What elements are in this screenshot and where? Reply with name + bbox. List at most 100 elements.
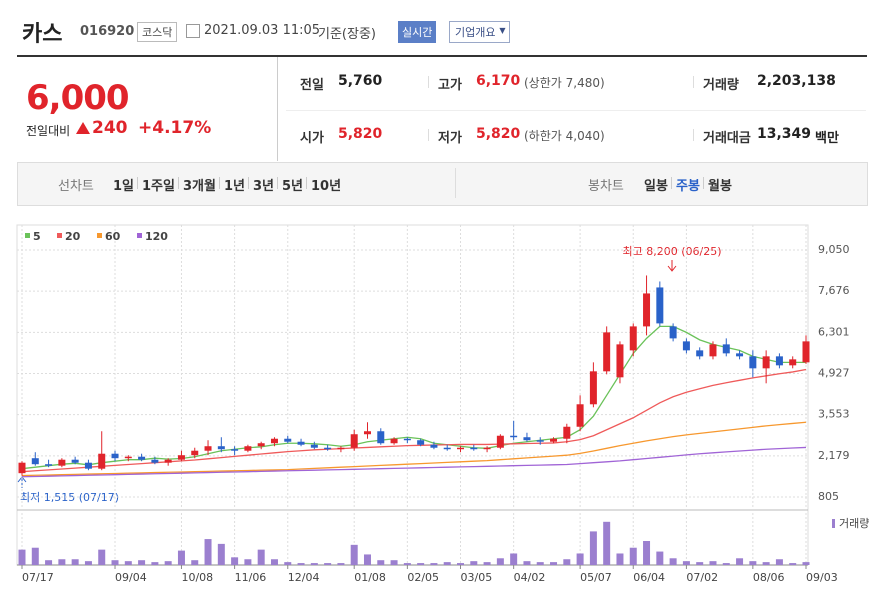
- candle-body: [616, 344, 624, 378]
- volume-bar: [656, 551, 664, 565]
- candle-body: [138, 456, 146, 460]
- company-button[interactable]: 기업개요 ▼: [449, 21, 511, 43]
- candle-body: [111, 453, 119, 459]
- change-pct: +4.17%: [138, 118, 212, 138]
- volume-bar: [204, 539, 212, 565]
- volume-bar: [749, 561, 757, 565]
- candle-body: [124, 456, 132, 459]
- volume-bar: [629, 547, 637, 565]
- field-label: 시가: [300, 131, 324, 146]
- candle-body: [736, 353, 744, 357]
- tab-sep: [277, 177, 278, 189]
- stock-name: 카스: [22, 22, 63, 47]
- volume-bar: [417, 563, 425, 565]
- legend-swatch: [97, 233, 102, 238]
- change-label: 전일대비: [26, 124, 71, 138]
- period-tab[interactable]: 1년: [224, 179, 246, 194]
- candle-tab[interactable]: 일봉: [644, 179, 668, 194]
- volume-bar: [510, 553, 518, 565]
- legend-label: 5: [33, 230, 41, 243]
- high-annotation: 최고 8,200 (06/25): [622, 245, 721, 258]
- candle-body: [390, 438, 398, 444]
- basis: 기준(장중): [318, 27, 376, 42]
- candle-body: [722, 344, 730, 354]
- volume-bar: [324, 563, 332, 565]
- volume-bar: [84, 561, 92, 565]
- realtime-button[interactable]: 실시간: [398, 21, 437, 43]
- candle-tab[interactable]: 월봉: [708, 179, 732, 194]
- period-tab[interactable]: 5년: [282, 179, 304, 194]
- candle-body: [603, 332, 611, 372]
- stock-code: 016920: [80, 24, 135, 39]
- field-label: 거래대금: [703, 131, 751, 146]
- tab-divider: [455, 168, 456, 198]
- x-tick-label: 01/08: [354, 571, 386, 584]
- candle-body: [177, 455, 185, 460]
- volume-legend-swatch: [832, 519, 835, 528]
- candle-chart-label: 봉차트: [588, 179, 624, 194]
- volume-bar: [523, 561, 531, 565]
- candle-body: [363, 431, 371, 435]
- volume-bar: [111, 560, 119, 565]
- volume-bar: [297, 563, 305, 565]
- volume-bar: [18, 549, 26, 565]
- field-note: (하한가 4,040): [524, 129, 605, 143]
- y-tick-label: 6,301: [818, 325, 850, 338]
- period-tab[interactable]: 3개월: [183, 179, 216, 194]
- volume-bar: [603, 521, 611, 565]
- field-label: 거래량: [703, 78, 739, 93]
- candle-body: [443, 447, 451, 450]
- period-tab[interactable]: 3년: [253, 179, 275, 194]
- candle-body: [789, 359, 797, 366]
- y-tick-label: 4,927: [818, 367, 850, 380]
- candle-body: [417, 440, 425, 445]
- volume-bar: [337, 563, 345, 565]
- period-tab[interactable]: 1일: [113, 179, 135, 194]
- tab-sep: [703, 177, 704, 189]
- tab-bar: [17, 162, 868, 206]
- candle-body: [403, 438, 411, 441]
- change: 240: [92, 118, 128, 138]
- candle-body: [550, 438, 558, 442]
- candle-body: [337, 447, 345, 450]
- candle-body: [164, 459, 172, 463]
- volume-bar: [550, 562, 558, 565]
- candle-body: [31, 458, 39, 465]
- volume-bar: [709, 561, 717, 565]
- candle-body: [762, 356, 770, 369]
- volume-bar: [377, 560, 385, 565]
- volume-bar: [390, 560, 398, 565]
- plot-frame: [16, 224, 809, 566]
- period-tab[interactable]: 10년: [311, 179, 342, 194]
- volume-bar: [563, 559, 571, 565]
- period-tab[interactable]: 1주일: [142, 179, 175, 194]
- candle-body: [510, 435, 518, 438]
- candle-body: [151, 459, 159, 463]
- candle-body: [284, 438, 292, 442]
- tab-sep: [137, 177, 138, 189]
- field-label: 고가: [438, 78, 462, 93]
- candle-body: [470, 447, 478, 450]
- candle-body: [576, 404, 584, 427]
- volume-bar: [124, 561, 132, 565]
- candle-body: [656, 287, 664, 324]
- volume-bar: [151, 562, 159, 565]
- candle-body: [669, 326, 677, 339]
- volume-bar: [231, 557, 239, 565]
- volume-bar: [191, 560, 199, 565]
- volume-bar: [363, 554, 371, 565]
- x-tick-label: 08/06: [753, 571, 785, 584]
- tab-sep: [178, 177, 179, 189]
- line-chart-label: 선차트: [58, 179, 94, 194]
- x-tick-label: 03/05: [461, 571, 493, 584]
- field-note: (상한가 7,480): [524, 76, 605, 90]
- volume-bar: [257, 549, 265, 565]
- field-value: 2,203,138: [757, 73, 836, 89]
- candle-tab[interactable]: 주봉: [676, 179, 700, 194]
- volume-bar: [164, 561, 172, 565]
- volume-bar: [310, 563, 318, 565]
- volume-bar: [71, 559, 79, 565]
- volume-bar: [576, 553, 584, 565]
- candle-body: [71, 459, 79, 463]
